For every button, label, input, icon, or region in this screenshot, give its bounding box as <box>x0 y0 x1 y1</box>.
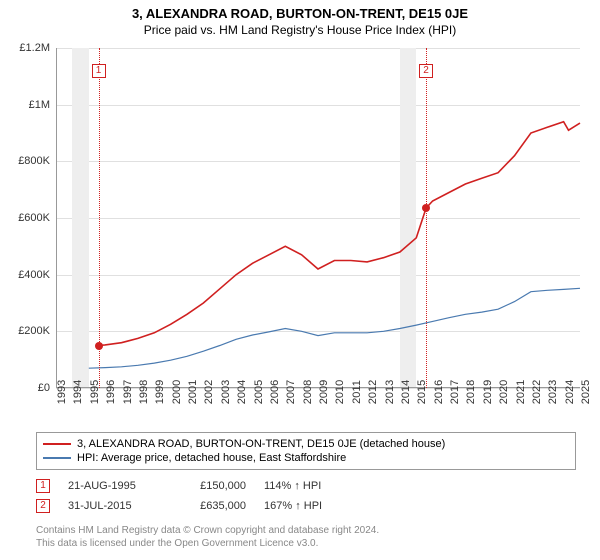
marker-vline <box>426 48 427 388</box>
xtick-label: 2023 <box>547 380 559 404</box>
xtick-label: 1996 <box>105 380 117 404</box>
xtick-label: 1997 <box>122 380 134 404</box>
chart-container: 3, ALEXANDRA ROAD, BURTON-ON-TRENT, DE15… <box>0 0 600 560</box>
event-date: 31-JUL-2015 <box>68 500 158 512</box>
ytick-label: £800K <box>0 155 50 167</box>
xtick-label: 2008 <box>302 380 314 404</box>
ytick-label: £0 <box>0 382 50 394</box>
footer-line: This data is licensed under the Open Gov… <box>36 537 379 550</box>
xtick-label: 2016 <box>433 380 445 404</box>
ytick-label: £1M <box>0 99 50 111</box>
event-table: 1 21-AUG-1995 £150,000 114% ↑ HPI 2 31-J… <box>36 476 374 516</box>
event-row: 2 31-JUL-2015 £635,000 167% ↑ HPI <box>36 496 374 516</box>
xtick-label: 2005 <box>253 380 265 404</box>
xtick-label: 2014 <box>400 380 412 404</box>
xtick-label: 1998 <box>138 380 150 404</box>
event-marker-badge: 1 <box>36 479 50 493</box>
xtick-label: 2020 <box>498 380 510 404</box>
marker-vline <box>99 48 100 388</box>
marker-badge: 1 <box>92 64 106 78</box>
xtick-label: 2022 <box>531 380 543 404</box>
xtick-label: 2021 <box>515 380 527 404</box>
xtick-label: 2013 <box>384 380 396 404</box>
xtick-label: 1994 <box>72 380 84 404</box>
legend-item: 3, ALEXANDRA ROAD, BURTON-ON-TRENT, DE15… <box>43 437 569 451</box>
xtick-label: 2015 <box>416 380 428 404</box>
chart-title: 3, ALEXANDRA ROAD, BURTON-ON-TRENT, DE15… <box>0 0 600 21</box>
ytick-label: £1.2M <box>0 42 50 54</box>
xtick-label: 2000 <box>171 380 183 404</box>
xtick-label: 2010 <box>334 380 346 404</box>
xtick-label: 2025 <box>580 380 592 404</box>
xtick-label: 2012 <box>367 380 379 404</box>
xtick-label: 2017 <box>449 380 461 404</box>
xtick-label: 2001 <box>187 380 199 404</box>
series-line <box>99 122 580 346</box>
event-pct: 114% ↑ HPI <box>264 480 374 492</box>
legend-label: HPI: Average price, detached house, East… <box>77 452 346 464</box>
event-row: 1 21-AUG-1995 £150,000 114% ↑ HPI <box>36 476 374 496</box>
legend-label: 3, ALEXANDRA ROAD, BURTON-ON-TRENT, DE15… <box>77 438 445 450</box>
ytick-label: £200K <box>0 325 50 337</box>
chart-subtitle: Price paid vs. HM Land Registry's House … <box>0 21 600 43</box>
xtick-label: 1995 <box>89 380 101 404</box>
xtick-label: 2011 <box>351 380 363 404</box>
xtick-label: 2019 <box>482 380 494 404</box>
legend-box: 3, ALEXANDRA ROAD, BURTON-ON-TRENT, DE15… <box>36 432 576 470</box>
xtick-label: 2024 <box>564 380 576 404</box>
marker-dot <box>95 342 103 350</box>
xtick-label: 2018 <box>465 380 477 404</box>
legend-swatch <box>43 443 71 445</box>
marker-dot <box>422 204 430 212</box>
event-price: £635,000 <box>176 500 246 512</box>
marker-badge: 2 <box>419 64 433 78</box>
line-series-svg <box>56 48 580 388</box>
event-pct: 167% ↑ HPI <box>264 500 374 512</box>
xtick-label: 1993 <box>56 380 68 404</box>
ytick-label: £600K <box>0 212 50 224</box>
xtick-label: 2006 <box>269 380 281 404</box>
legend-swatch <box>43 457 71 459</box>
footer-attribution: Contains HM Land Registry data © Crown c… <box>36 524 379 550</box>
xtick-label: 2007 <box>285 380 297 404</box>
ytick-label: £400K <box>0 269 50 281</box>
event-marker-badge: 2 <box>36 499 50 513</box>
xtick-label: 2002 <box>203 380 215 404</box>
xtick-label: 2003 <box>220 380 232 404</box>
xtick-label: 2004 <box>236 380 248 404</box>
event-date: 21-AUG-1995 <box>68 480 158 492</box>
legend-item: HPI: Average price, detached house, East… <box>43 451 569 465</box>
xtick-label: 1999 <box>154 380 166 404</box>
xtick-label: 2009 <box>318 380 330 404</box>
footer-line: Contains HM Land Registry data © Crown c… <box>36 524 379 537</box>
event-price: £150,000 <box>176 480 246 492</box>
